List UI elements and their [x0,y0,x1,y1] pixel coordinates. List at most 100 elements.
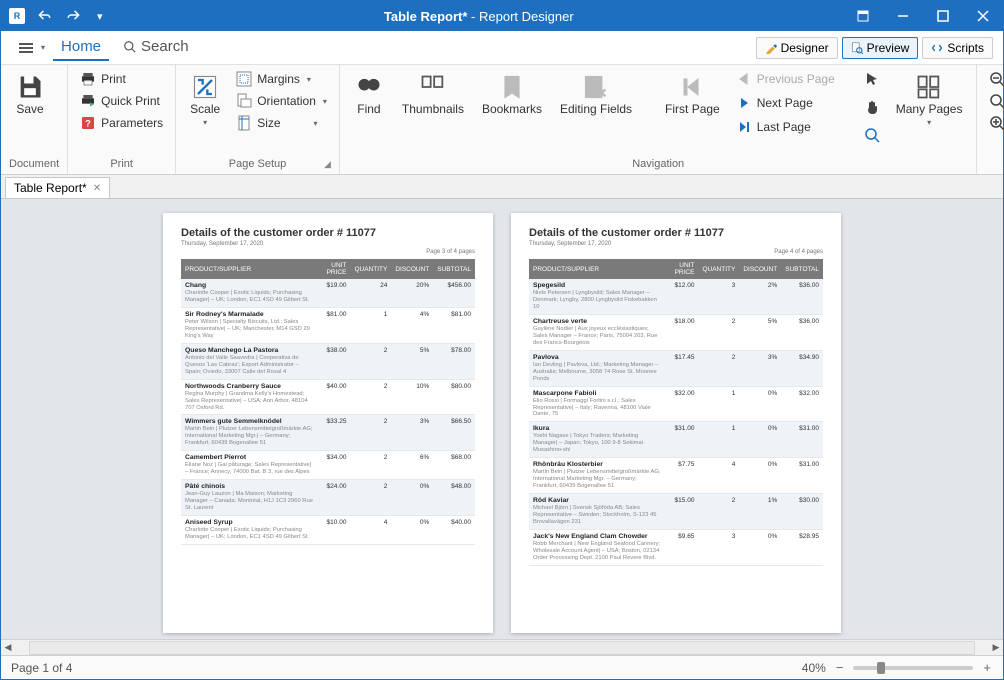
table-row: IkuraYoshi Nagase | Tokyo Traders; Marke… [529,422,823,458]
view-tab-designer[interactable]: Designer [756,37,838,59]
print-icon [80,71,96,87]
zoom-in-icon [989,115,1004,131]
ribbon-group-label: Navigation [348,156,969,172]
table-row: Sir Rodney's MarmaladePeter Wilson | Spe… [181,307,475,343]
close-button[interactable] [963,1,1003,31]
tab-search[interactable]: Search [115,34,197,61]
minimize-button[interactable] [883,1,923,31]
many-pages-icon [915,73,943,101]
margins-icon [236,71,252,87]
table-row: Pâté chinoisJean-Guy Lauzon | Ma Maison;… [181,480,475,516]
scale-button[interactable]: Scale▾ [184,69,226,131]
report-date: Thursday, September 17, 2020 [181,241,475,247]
find-button[interactable]: Find [348,69,390,120]
table-row: PavlovaIan Devling | Pavlova, Ltd.; Mark… [529,350,823,386]
zoom-minus-button[interactable]: − [834,660,846,675]
report-date: Thursday, September 17, 2020 [529,241,823,247]
thumbnails-button[interactable]: Thumbnails [396,69,470,120]
report-table: PRODUCT/SUPPLIERUNIT PRICEQUANTITYDISCOU… [181,259,475,545]
title-bar: R ▾ Table Report* - Report Designer [1,1,1003,31]
thumbnails-icon [419,73,447,101]
table-row: Wimmers gute SemmelknödelMartin Bein | P… [181,415,475,451]
document-tab[interactable]: Table Report* ✕ [5,177,110,198]
zoom-in-button[interactable]: Zoom In [985,113,1004,133]
tab-home[interactable]: Home [53,34,109,61]
preview-area[interactable]: Details of the customer order # 11077 Th… [1,199,1003,639]
document-tab-label: Table Report* [14,181,87,195]
zoom-slider[interactable] [853,666,973,670]
bookmarks-button: Bookmarks [476,69,548,120]
app-window: R ▾ Table Report* - Report Designer ▾ Ho… [0,0,1004,680]
zoom-out-button[interactable]: Zoom Out [985,69,1004,89]
orientation-icon [236,93,252,109]
quick-print-icon [80,93,96,109]
find-icon [355,73,383,101]
document-tabs: Table Report* ✕ [1,175,1003,199]
table-row: ChangCharlotte Cooper | Exotic Liquids; … [181,279,475,307]
table-header: PRODUCT/SUPPLIER [529,259,667,279]
report-title: Details of the customer order # 11077 [181,227,475,239]
status-zoom-pct: 40% [802,661,826,675]
parameters-icon: ? [80,115,96,131]
table-header: PRODUCT/SUPPLIER [181,259,319,279]
qat-undo-button[interactable] [33,6,55,27]
table-row: Aniseed SyrupCharlotte Cooper | Exotic L… [181,516,475,545]
ribbon-group-print: Print Quick Print ? Parameters Print [68,65,176,174]
horizontal-scrollbar[interactable]: ◀ ▶ [1,639,1003,655]
pointer-zoom-button[interactable] [860,125,884,145]
table-row: Röd KaviarMichael Björn | Svensk Sjöföda… [529,494,823,530]
page-number: Page 4 of 4 pages [529,249,823,255]
scroll-right-button[interactable]: ▶ [989,642,1003,653]
report-page: Details of the customer order # 11077 Th… [511,213,841,633]
pointer-hand-button[interactable] [860,97,884,117]
ribbon-group-label: Print [76,156,167,172]
table-row: Chartreuse verteGuylène Nodier | Aux joy… [529,314,823,350]
print-button[interactable]: Print [76,69,167,89]
zoom-button[interactable]: Zoom▾ [985,91,1004,111]
ribbon-group-document: Save Document [1,65,68,174]
parameters-button[interactable]: ? Parameters [76,113,167,133]
table-row: Queso Manchego La PastoraAntonio del Val… [181,343,475,379]
save-button[interactable]: Save [9,69,51,120]
bookmarks-icon [498,73,526,101]
table-header: SUBTOTAL [433,259,475,279]
table-row: Camembert PierrotEliane Noz | Gai pâtura… [181,451,475,480]
ribbon-group-label: Zoom [985,156,1004,172]
table-header: SUBTOTAL [781,259,823,279]
zoom-out-icon [989,71,1004,87]
ribbon-group-navigation: Find Thumbnails Bookmarks Editing Fields [340,65,978,174]
qat-customize-button[interactable]: ▾ [93,8,107,25]
ribbon-group-label: Page Setup◢ [184,156,331,172]
maximize-button[interactable] [923,1,963,31]
save-icon [16,73,44,101]
table-row: Mascarpone FabioliElio Rossi | Formaggi … [529,386,823,422]
orientation-button[interactable]: Orientation▾ [232,91,331,111]
table-header: DISCOUNT [391,259,433,279]
pointer-arrow-button[interactable] [860,69,884,89]
qat-redo-button[interactable] [63,6,85,27]
many-pages-button[interactable]: Many Pages▾ [890,69,969,131]
ribbon-options-button[interactable] [843,1,883,31]
app-icon: R [9,8,25,24]
last-page-button[interactable]: Last Page [732,117,839,137]
svg-text:?: ? [85,118,91,128]
view-tab-scripts[interactable]: Scripts [922,37,993,59]
view-tab-preview[interactable]: Preview [842,37,919,59]
zoom-slider-thumb[interactable] [877,662,885,674]
previous-page-icon [736,71,752,87]
scroll-track[interactable] [29,641,975,655]
size-icon [236,115,252,131]
ribbon-group-label: Document [9,156,59,172]
page-setup-dialog-launcher[interactable]: ◢ [324,159,331,170]
table-header: UNIT PRICE [667,259,698,279]
table-header: QUANTITY [698,259,739,279]
margins-button[interactable]: Margins▾ [232,69,331,89]
zoom-plus-button[interactable]: + [981,660,993,675]
next-page-button[interactable]: Next Page [732,93,839,113]
size-button[interactable]: Size▾ [232,113,331,133]
quick-print-button[interactable]: Quick Print [76,91,167,111]
close-doc-tab-button[interactable]: ✕ [93,183,101,194]
scroll-left-button[interactable]: ◀ [1,642,15,653]
file-menu-button[interactable]: ▾ [11,37,53,59]
table-row: Northwoods Cranberry SauceRegina Murphy … [181,379,475,415]
